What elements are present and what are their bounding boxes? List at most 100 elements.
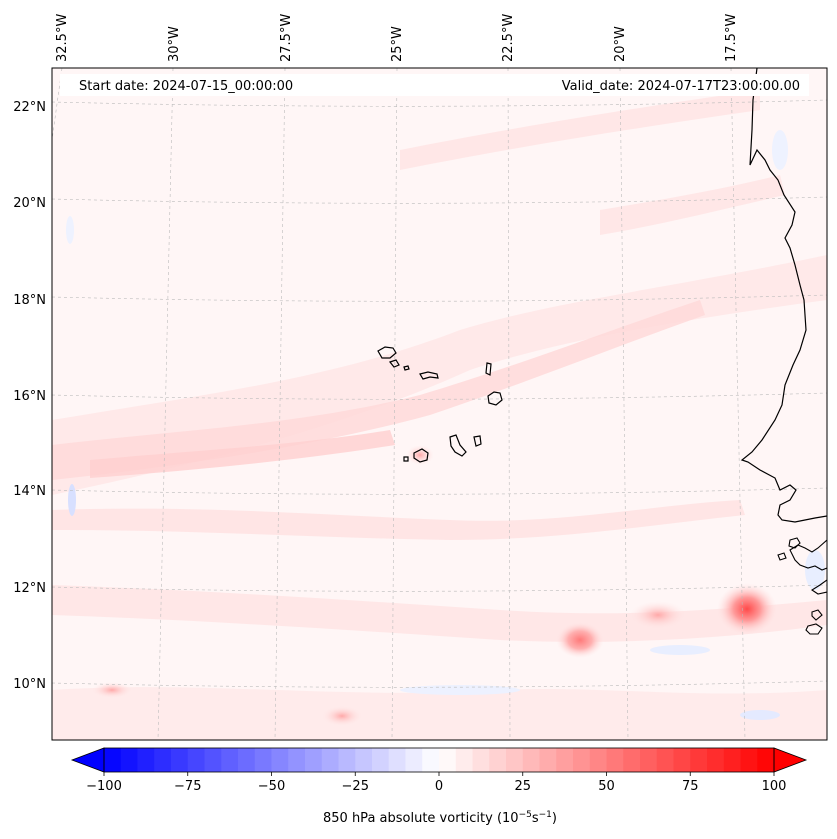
- colorbar-tick-label: 100: [762, 779, 787, 794]
- colorbar-tick-label: −75: [174, 779, 201, 794]
- colorbar-segments: [104, 748, 775, 772]
- colorbar-segment: [606, 748, 624, 772]
- africa-coastline: [740, 68, 827, 523]
- header-strip: [60, 74, 809, 96]
- vorticity-maximum: [92, 682, 132, 698]
- colorbar-segment: [355, 748, 373, 772]
- colorbar-title-exp2: −1: [539, 810, 552, 820]
- island-maio: [473, 435, 482, 447]
- negative-patch: [740, 710, 780, 720]
- latitude-labels: 22°N 20°N 18°N 16°N 14°N 12°N 10°N: [13, 100, 46, 692]
- island-brava: [403, 456, 409, 462]
- negative-patch: [66, 216, 74, 244]
- colorbar-segment: [405, 748, 423, 772]
- colorbar-extend-max: [773, 747, 808, 773]
- vorticity-maximum: [322, 706, 362, 726]
- negative-patch: [772, 130, 788, 170]
- lon-label: 20°W: [613, 26, 628, 62]
- lat-label: 12°N: [13, 581, 46, 596]
- colorbar-segment: [489, 748, 507, 772]
- colorbar: −100 −75 −50 −25 0 25 50 75 100 850 hPa absolute…: [70, 747, 808, 826]
- colorbar-segment: [757, 748, 775, 772]
- colorbar-segment: [455, 748, 473, 772]
- negative-patch: [805, 550, 825, 590]
- colorbar-segment: [137, 748, 155, 772]
- colorbar-segment: [740, 748, 758, 772]
- island-santiago: [449, 434, 467, 457]
- colorbar-title: 850 hPa absolute vorticity (10−5s−1): [323, 810, 557, 826]
- colorbar-tick-label: −25: [342, 779, 369, 794]
- lat-label: 22°N: [13, 100, 46, 115]
- lon-label: 30°W: [167, 26, 182, 62]
- vorticity-band: [52, 500, 745, 540]
- colorbar-segment: [673, 748, 691, 772]
- africa-coastline: [789, 539, 827, 635]
- colorbar-segment: [539, 748, 557, 772]
- colorbar-tick-label: 25: [514, 779, 531, 794]
- colorbar-tick-label: 0: [435, 779, 443, 794]
- negative-patch: [650, 645, 710, 655]
- colorbar-segment: [238, 748, 256, 772]
- vorticity-band: [90, 430, 395, 478]
- colorbar-segment: [372, 748, 390, 772]
- colorbar-segment: [506, 748, 524, 772]
- map-panel: [52, 68, 827, 740]
- colorbar-segment: [522, 748, 540, 772]
- colorbar-segment: [288, 748, 306, 772]
- lat-label: 14°N: [13, 484, 46, 499]
- island-santa-luzia: [403, 365, 410, 371]
- colorbar-tick-label: −100: [86, 779, 122, 794]
- negative-patch: [400, 685, 520, 695]
- lon-label: 25°W: [390, 26, 405, 62]
- vorticity-band: [52, 585, 827, 642]
- colorbar-segment: [439, 748, 457, 772]
- lon-label: 22.5°W: [501, 14, 516, 62]
- map-frame: [51, 67, 828, 741]
- colorbar-segment: [640, 748, 658, 772]
- colorbar-segment: [254, 748, 272, 772]
- colorbar-segment: [472, 748, 490, 772]
- colorbar-title-main: 850 hPa absolute vorticity (10: [323, 811, 519, 826]
- start-date-label: Start date: 2024-07-15_00:00:00: [79, 79, 293, 94]
- island-fogo: [413, 448, 429, 463]
- colorbar-title-end: ): [552, 811, 557, 826]
- colorbar-tick-label: −50: [258, 779, 285, 794]
- colorbar-segment: [171, 748, 189, 772]
- colorbar-segment: [623, 748, 641, 772]
- colorbar-segment: [723, 748, 741, 772]
- vorticity-band: [600, 175, 785, 235]
- colorbar-segment: [204, 748, 222, 772]
- colorbar-title-mid: s: [532, 811, 539, 826]
- colorbar-segment: [422, 748, 440, 772]
- colorbar-segment: [271, 748, 289, 772]
- colorbar-segment: [656, 748, 674, 772]
- vorticity-maximum: [717, 583, 777, 635]
- lat-label: 16°N: [13, 389, 46, 404]
- colorbar-segment: [321, 748, 339, 772]
- longitude-labels: 32.5°W 30°W 27.5°W 25°W 22.5°W 20°W 17.5…: [55, 14, 739, 62]
- colorbar-segment: [338, 748, 356, 772]
- valid-date-label: Valid_date: 2024-07-17T23:00:00.00: [562, 79, 800, 94]
- lat-label: 20°N: [13, 196, 46, 211]
- lat-label: 10°N: [13, 677, 46, 692]
- cape-verde-islands: [377, 346, 503, 463]
- colorbar-segment: [104, 748, 122, 772]
- lat-label: 18°N: [13, 293, 46, 308]
- colorbar-segment: [707, 748, 725, 772]
- colorbar-ticks: −100 −75 −50 −25 0 25 50 75 100: [86, 772, 786, 794]
- vorticity-maximum: [630, 601, 686, 629]
- colorbar-segment: [154, 748, 172, 772]
- island-sao-vicente: [388, 359, 400, 368]
- lon-label: 32.5°W: [55, 14, 70, 62]
- island-boa-vista: [487, 391, 503, 406]
- vorticity-maximum: [556, 622, 604, 658]
- colorbar-segment: [556, 748, 574, 772]
- island-sao-nicolau: [419, 371, 439, 380]
- colorbar-segment: [221, 748, 239, 772]
- colorbar-segment: [690, 748, 708, 772]
- gridlines: [52, 68, 827, 740]
- colorbar-extend-min: [70, 747, 105, 773]
- lon-label: 17.5°W: [724, 14, 739, 62]
- vorticity-band: [52, 300, 705, 480]
